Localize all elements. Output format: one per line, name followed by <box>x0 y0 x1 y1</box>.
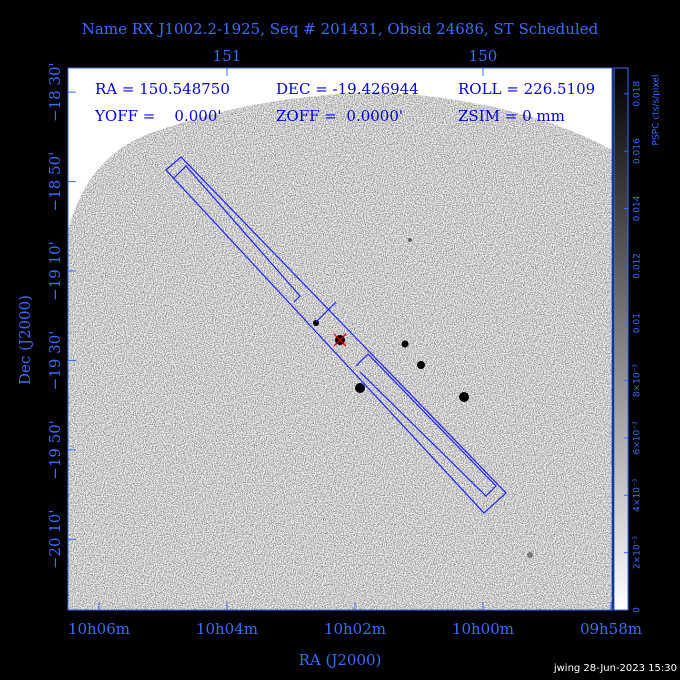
colorbar-tick-label: 0 <box>633 607 643 613</box>
header-dec: DEC = -19.426944 <box>276 80 419 98</box>
x-tick-label: 10h06m <box>68 620 130 638</box>
x-tick-label: 09h58m <box>580 620 642 638</box>
sky-image <box>68 92 612 610</box>
x-tick-label: 10h04m <box>196 620 258 638</box>
y-tick-label: −20 10' <box>46 510 64 570</box>
header-ra: RA = 150.548750 <box>95 80 230 98</box>
title: Name RX J1002.2-1925, Seq # 201431, Obsi… <box>82 20 599 38</box>
colorbar-title: PSPC cts/s/pixel <box>652 75 662 146</box>
header-roll: ROLL = 226.5109 <box>458 80 595 98</box>
colorbar-tick-label: 6×10⁻³ <box>633 421 643 454</box>
y-tick-label: −19 30' <box>46 331 64 391</box>
colorbar-tick-label: 4×10⁻³ <box>633 478 643 511</box>
colorbar-tick-label: 0.014 <box>633 195 643 221</box>
x2-tick-label: 151 <box>213 47 242 65</box>
detector-outline <box>165 156 507 514</box>
frame <box>67 67 613 611</box>
colorbar-tick-label: 0.018 <box>633 81 643 107</box>
colorbar-tick-label: 2×10⁻³ <box>633 536 643 569</box>
colorbar <box>613 67 629 611</box>
colorbar-tick-label: 0.012 <box>633 253 643 279</box>
header-zoff: ZOFF = 0.0000' <box>276 107 403 125</box>
colorbar-tick-label: 0.016 <box>633 138 643 164</box>
y-axis-title: Dec (J2000) <box>16 295 34 385</box>
x2-tick-label: 150 <box>469 47 498 65</box>
header-yoff: YOFF = 0.000' <box>94 107 222 125</box>
y-tick-label: −19 50' <box>46 420 64 480</box>
x-tick-label: 10h02m <box>324 620 386 638</box>
footer: jwing 28-Jun-2023 15:30 <box>553 663 677 674</box>
colorbar-tick-label: 0.01 <box>633 313 643 333</box>
x-axis-title: RA (J2000) <box>299 651 382 669</box>
y-tick-label: −18 50' <box>46 152 64 212</box>
y-tick-label: −18 30' <box>46 62 64 122</box>
colorbar-tick-label: 8×10⁻³ <box>633 364 643 397</box>
target-marker <box>333 333 347 347</box>
x-tick-label: 10h00m <box>452 620 514 638</box>
header-zsim: ZSIM = 0 mm <box>458 107 565 125</box>
y-tick-label: −19 10' <box>46 241 64 301</box>
